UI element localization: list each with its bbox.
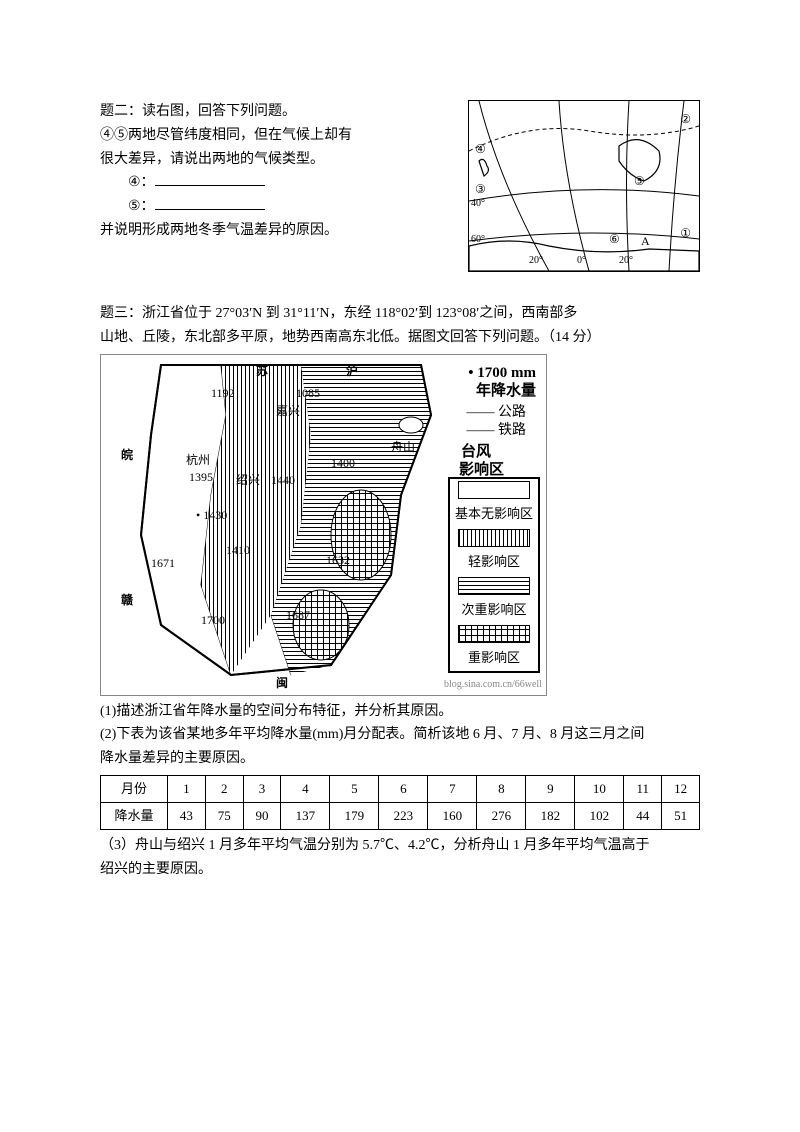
q2-line3: 并说明形成两地冬季气温差异的原因。 <box>100 219 458 243</box>
blank-line <box>155 195 265 210</box>
legend-item: 次重影响区 <box>450 597 538 623</box>
q2-label-5: ⑤： <box>128 199 155 214</box>
rain-value: 1400 <box>331 453 355 473</box>
table-cell: 51 <box>662 803 700 830</box>
table-cell: 223 <box>379 803 428 830</box>
legend-item: 轻影响区 <box>450 549 538 575</box>
legend-swatch-light <box>458 529 530 547</box>
rain-value: 1700 <box>201 610 225 630</box>
map-lon: 20° <box>619 252 633 269</box>
q2-line1: ④⑤两地尽管纬度相同，但在气候上却有 <box>100 124 458 148</box>
table-cell: 137 <box>281 803 330 830</box>
map-mark: ① <box>680 223 691 243</box>
table-cell: 5 <box>330 775 379 802</box>
legend-box: 基本无影响区 轻影响区 次重影响区 重影响区 <box>448 477 540 673</box>
q2-line2: 很大差异，请说出两地的气候类型。 <box>100 148 458 172</box>
question-3: 题三：浙江省位于 27°03′N 到 31°11′N，东经 118°02′到 1… <box>100 302 700 882</box>
province-label: 闽 <box>276 673 288 693</box>
map-mark: ⑤ <box>634 171 645 191</box>
map-lon: 0° <box>577 252 586 269</box>
table-cell: 8 <box>477 775 526 802</box>
page-content: 题二：读右图，回答下列问题。 ④⑤两地尽管纬度相同，但在气候上却有 很大差异，请… <box>0 0 800 932</box>
q3-sub3b: 绍兴的主要原因。 <box>100 858 700 882</box>
blank-line <box>155 171 265 186</box>
table-cell: 6 <box>379 775 428 802</box>
map-mark: ② <box>680 109 691 129</box>
rain-value: 1395 <box>189 467 213 487</box>
province-label: 苏 <box>256 361 268 381</box>
europe-map: ④ ② ③ ⑤ ① ⑥ A 40° 60° 0° 20° 20° <box>468 100 700 272</box>
table-cell: 182 <box>526 803 575 830</box>
province-label: 皖 <box>121 445 133 465</box>
table-cell: 1 <box>168 775 206 802</box>
city-label: 绍兴 <box>236 470 260 490</box>
table-cell: 12 <box>662 775 700 802</box>
table-cell: 43 <box>168 803 206 830</box>
rain-value: • 1430 <box>196 505 227 525</box>
legend-item: 基本无影响区 <box>450 501 538 527</box>
table-cell: 179 <box>330 803 379 830</box>
question-2-text: 题二：读右图，回答下列问题。 ④⑤两地尽管纬度相同，但在气候上却有 很大差异，请… <box>100 100 458 272</box>
rain-value: 1440 <box>271 470 295 490</box>
table-cell: 2 <box>205 775 243 802</box>
province-label: 沪 <box>346 361 358 381</box>
table-cell: 75 <box>205 803 243 830</box>
rainfall-table: 月份 1 2 3 4 5 6 7 8 9 10 11 12 降水量 43 75 … <box>100 775 700 830</box>
map-lat: 60° <box>471 231 485 248</box>
city-label: 舟山 <box>391 437 415 457</box>
table-row: 月份 1 2 3 4 5 6 7 8 9 10 11 12 <box>101 775 700 802</box>
q3-sub2b: 降水量差异的主要原因。 <box>100 747 700 771</box>
table-cell: 160 <box>428 803 477 830</box>
rain-value: 1687 <box>286 605 310 625</box>
map-lat: 40° <box>471 195 485 212</box>
map-mark: ④ <box>475 139 486 159</box>
map-mark: ⑥ <box>609 229 620 249</box>
q2-label-4: ④： <box>128 175 155 190</box>
rain-value: 1192 <box>211 383 235 403</box>
q2-blank-5: ⑤： <box>100 195 458 219</box>
q3-sub1: (1)描述浙江省年降水量的空间分布特征，并分析其原因。 <box>100 700 700 724</box>
rain-value: 1671 <box>151 553 175 573</box>
table-cell: 44 <box>624 803 662 830</box>
map-mark: A <box>641 231 650 251</box>
q2-blank-4: ④： <box>100 171 458 195</box>
province-label: 赣 <box>121 590 133 610</box>
table-cell: 11 <box>624 775 662 802</box>
zhejiang-map: 苏 沪 皖 赣 闽 1192 1085 嘉兴 杭州 舟山 1395 绍兴 144… <box>100 354 547 696</box>
rain-value: 1632 <box>326 550 350 570</box>
table-header: 月份 <box>101 775 168 802</box>
q3-sub2a: (2)下表为该省某地多年平均降水量(mm)月分配表。简析该地 6 月、7 月、8… <box>100 723 700 747</box>
map-svg <box>469 101 699 271</box>
table-cell: 4 <box>281 775 330 802</box>
table-header: 降水量 <box>101 803 168 830</box>
q3-intro-2: 山地、丘陵，东北部多平原，地势西南高东北低。据图文回答下列问题。（14 分） <box>100 326 700 350</box>
city-label: 嘉兴 <box>276 401 300 421</box>
legend-swatch-heavy <box>458 625 530 643</box>
legend-item: 重影响区 <box>450 645 538 671</box>
table-cell: 10 <box>575 775 624 802</box>
legend-swatch-none <box>458 481 530 499</box>
q3-intro-1: 题三：浙江省位于 27°03′N 到 31°11′N，东经 118°02′到 1… <box>100 302 700 326</box>
rain-value: 1410 <box>226 540 250 560</box>
table-cell: 276 <box>477 803 526 830</box>
legend-swatch-mid <box>458 577 530 595</box>
question-2: 题二：读右图，回答下列问题。 ④⑤两地尽管纬度相同，但在气候上却有 很大差异，请… <box>100 100 700 272</box>
map-lon: 20° <box>529 252 543 269</box>
watermark: blog.sina.com.cn/66well <box>444 676 542 693</box>
table-cell: 9 <box>526 775 575 802</box>
table-cell: 7 <box>428 775 477 802</box>
table-cell: 3 <box>243 775 281 802</box>
q2-title: 题二：读右图，回答下列问题。 <box>100 100 458 124</box>
table-cell: 90 <box>243 803 281 830</box>
table-row: 降水量 43 75 90 137 179 223 160 276 182 102… <box>101 803 700 830</box>
q3-sub3a: （3）舟山与绍兴 1 月多年平均气温分别为 5.7℃、4.2℃，分析舟山 1 月… <box>100 834 700 858</box>
table-cell: 102 <box>575 803 624 830</box>
legend-tf2b: 影响区 <box>459 458 504 484</box>
